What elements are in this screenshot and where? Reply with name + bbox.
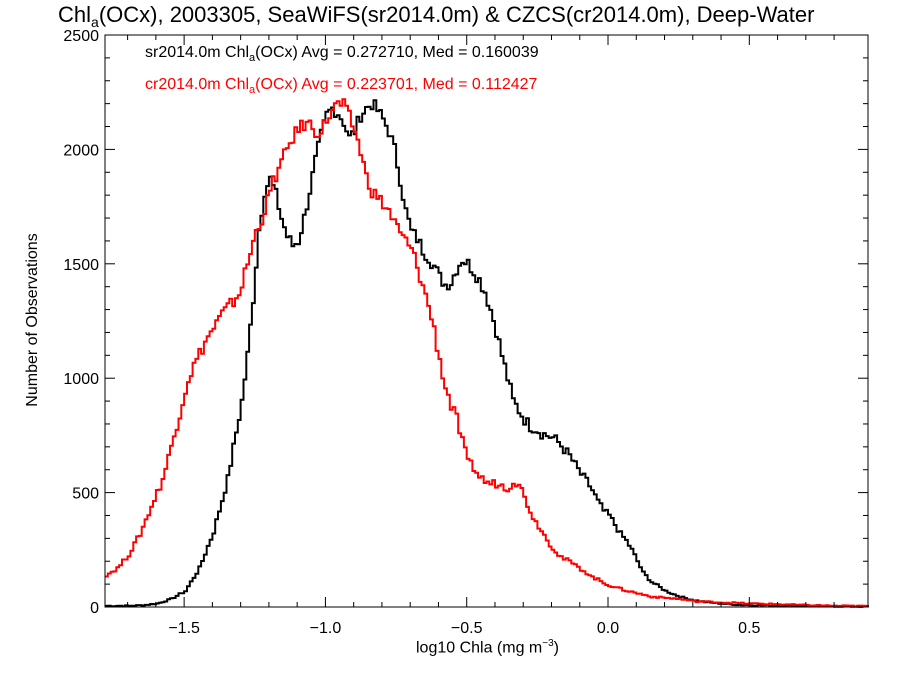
x-tick-label: −1.5 xyxy=(168,620,200,637)
histogram-lines xyxy=(105,98,869,608)
y-tick-label: 500 xyxy=(72,486,99,503)
y-tick-label: 1000 xyxy=(63,371,99,388)
series-line-0 xyxy=(105,99,869,608)
x-tick-label: −1.0 xyxy=(310,620,342,637)
series-line-1 xyxy=(105,98,869,608)
legend-entry-sr2014: sr2014.0m Chla(OCx) Avg = 0.272710, Med … xyxy=(145,44,539,64)
y-tick-label: 2000 xyxy=(63,142,99,159)
y-tick-label: 0 xyxy=(90,600,99,617)
plot-frame xyxy=(104,34,869,608)
x-tick-label: 0.0 xyxy=(597,620,619,637)
chart-title: Chla(OCx), 2003305, SeaWiFS(sr2014.0m) &… xyxy=(58,2,815,30)
legend-entry-cr2014: cr2014.0m Chla(OCx) Avg = 0.223701, Med … xyxy=(145,76,538,96)
x-tick-label: 0.5 xyxy=(738,620,760,637)
x-tick-label: −0.5 xyxy=(451,620,483,637)
y-tick-label: 1500 xyxy=(63,257,99,274)
y-tick-label: 2500 xyxy=(63,28,99,45)
y-axis-label: Number of Observations xyxy=(24,233,41,407)
axis-ticks: −1.5 −1.0 −0.5 0.0 0.5 0 500 1000 1500 2000 2500 xyxy=(63,28,868,637)
x-axis-label: log10 Chla (mg m−3) xyxy=(415,638,559,657)
